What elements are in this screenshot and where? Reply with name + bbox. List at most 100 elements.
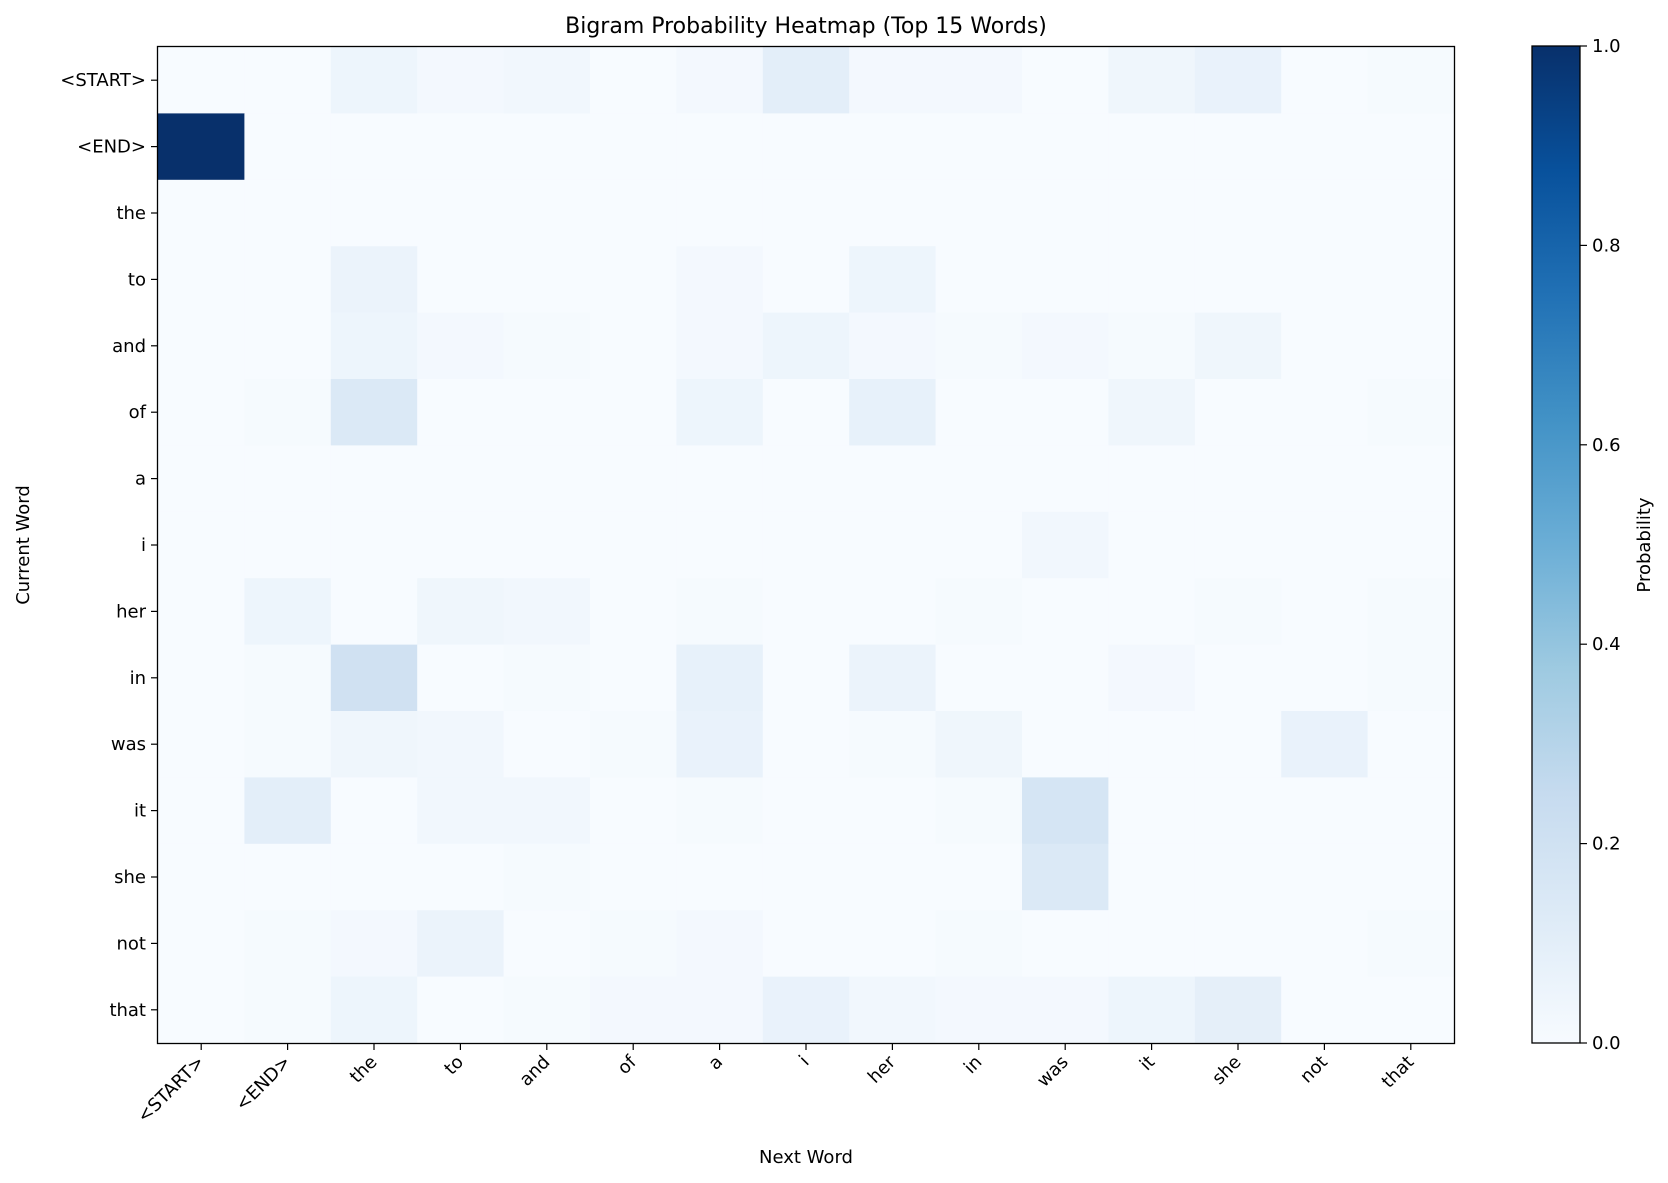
heatmap-cell bbox=[762, 379, 850, 446]
heatmap-cell bbox=[849, 976, 937, 1044]
heatmap-cell bbox=[1022, 246, 1109, 314]
heatmap-cell bbox=[1281, 711, 1369, 778]
y-tick-label: a bbox=[135, 469, 146, 490]
heatmap-cell bbox=[590, 644, 677, 712]
heatmap-cell bbox=[1367, 843, 1455, 911]
heatmap-cell bbox=[1194, 47, 1282, 114]
heatmap-cell bbox=[1194, 578, 1282, 646]
heatmap-cell bbox=[244, 644, 332, 712]
heatmap-cell bbox=[849, 312, 937, 380]
heatmap-cell bbox=[676, 644, 764, 712]
heatmap-cell bbox=[849, 445, 937, 513]
y-tick-label: <END> bbox=[77, 137, 146, 158]
colorbar-tick-label: 0.0 bbox=[1592, 1033, 1621, 1054]
heatmap-cell bbox=[158, 976, 245, 1044]
heatmap-cell bbox=[849, 843, 937, 911]
heatmap-cell bbox=[330, 910, 418, 978]
heatmap-cell bbox=[1367, 179, 1455, 247]
heatmap-cell bbox=[676, 910, 764, 978]
heatmap-cell bbox=[503, 445, 591, 513]
heatmap-cell bbox=[590, 578, 677, 646]
heatmap-cell bbox=[935, 777, 1023, 845]
heatmap-cell bbox=[1108, 511, 1196, 579]
x-tick-label: the bbox=[346, 1052, 382, 1088]
heatmap-cell bbox=[590, 777, 677, 845]
heatmap-cell bbox=[417, 312, 505, 380]
y-tick-label: the bbox=[116, 203, 146, 224]
heatmap-cell bbox=[676, 711, 764, 778]
heatmap-cell bbox=[676, 578, 764, 646]
heatmap-cell bbox=[676, 379, 764, 446]
heatmap-cell bbox=[849, 644, 937, 712]
heatmap-cell bbox=[244, 47, 332, 114]
heatmap-cell bbox=[417, 644, 505, 712]
heatmap-cell bbox=[1108, 910, 1196, 978]
y-tick-label: and bbox=[112, 336, 146, 357]
heatmap-cell bbox=[503, 976, 591, 1044]
heatmap-cell bbox=[1281, 578, 1369, 646]
heatmap-cell bbox=[1281, 47, 1369, 114]
heatmap-cell bbox=[762, 644, 850, 712]
heatmap-cell bbox=[503, 511, 591, 579]
heatmap-cell bbox=[330, 47, 418, 114]
heatmap-cell bbox=[1108, 179, 1196, 247]
y-tick-label: was bbox=[111, 734, 146, 755]
heatmap-cell bbox=[158, 644, 245, 712]
heatmap-cell bbox=[330, 777, 418, 845]
y-tick-label: in bbox=[130, 668, 146, 689]
y-axis-ticks: <START> <END> the to and of a i her in was it she not… bbox=[60, 70, 158, 1021]
heatmap-cell bbox=[676, 312, 764, 380]
heatmap-cell bbox=[762, 976, 850, 1044]
heatmap-cell bbox=[1022, 379, 1109, 446]
heatmap-cell bbox=[935, 644, 1023, 712]
heatmap-cell bbox=[1108, 246, 1196, 314]
heatmap-cell bbox=[417, 777, 505, 845]
heatmap-cell bbox=[935, 910, 1023, 978]
heatmap-cell bbox=[158, 711, 245, 778]
heatmap-cell bbox=[1281, 644, 1369, 712]
heatmap-cell bbox=[1194, 777, 1282, 845]
heatmap-cell bbox=[1022, 578, 1109, 646]
heatmap-cell bbox=[244, 777, 332, 845]
y-tick-label: that bbox=[109, 1000, 146, 1021]
heatmap-cell bbox=[590, 910, 677, 978]
heatmap-cell bbox=[330, 379, 418, 446]
heatmap-cell bbox=[935, 511, 1023, 579]
heatmap-cell bbox=[244, 312, 332, 380]
heatmap-cell bbox=[1194, 511, 1282, 579]
heatmap-cell bbox=[935, 47, 1023, 114]
heatmap-cell bbox=[1194, 312, 1282, 380]
heatmap-cell bbox=[417, 47, 505, 114]
heatmap-cell bbox=[1281, 511, 1369, 579]
heatmap-cell bbox=[1022, 644, 1109, 712]
heatmap-cell bbox=[158, 578, 245, 646]
heatmap-cell bbox=[244, 910, 332, 978]
heatmap-cell bbox=[849, 711, 937, 778]
heatmap-cell bbox=[676, 843, 764, 911]
heatmap-cell bbox=[330, 711, 418, 778]
heatmap-cell bbox=[590, 246, 677, 314]
heatmap-cell bbox=[417, 910, 505, 978]
heatmap-cell bbox=[1022, 113, 1109, 181]
heatmap-cell bbox=[244, 511, 332, 579]
heatmap-cell bbox=[503, 379, 591, 446]
heatmap-cell bbox=[503, 47, 591, 114]
heatmap-cell bbox=[676, 179, 764, 247]
heatmap-cell bbox=[1281, 777, 1369, 845]
heatmap-cell bbox=[1194, 113, 1282, 181]
heatmap-cell bbox=[1367, 578, 1455, 646]
heatmap-cell bbox=[849, 246, 937, 314]
heatmap-cell bbox=[1281, 445, 1369, 513]
heatmap-cell bbox=[590, 511, 677, 579]
y-tick-label: she bbox=[114, 867, 146, 888]
heatmap-cell bbox=[849, 910, 937, 978]
heatmap-cell bbox=[1281, 312, 1369, 380]
heatmap-cell bbox=[1281, 843, 1369, 911]
heatmap-cell bbox=[330, 113, 418, 181]
heatmap-cell bbox=[762, 246, 850, 314]
heatmap-cell bbox=[590, 379, 677, 446]
heatmap-cell bbox=[1194, 445, 1282, 513]
heatmap-cell bbox=[1281, 910, 1369, 978]
heatmap-cell bbox=[1367, 644, 1455, 712]
